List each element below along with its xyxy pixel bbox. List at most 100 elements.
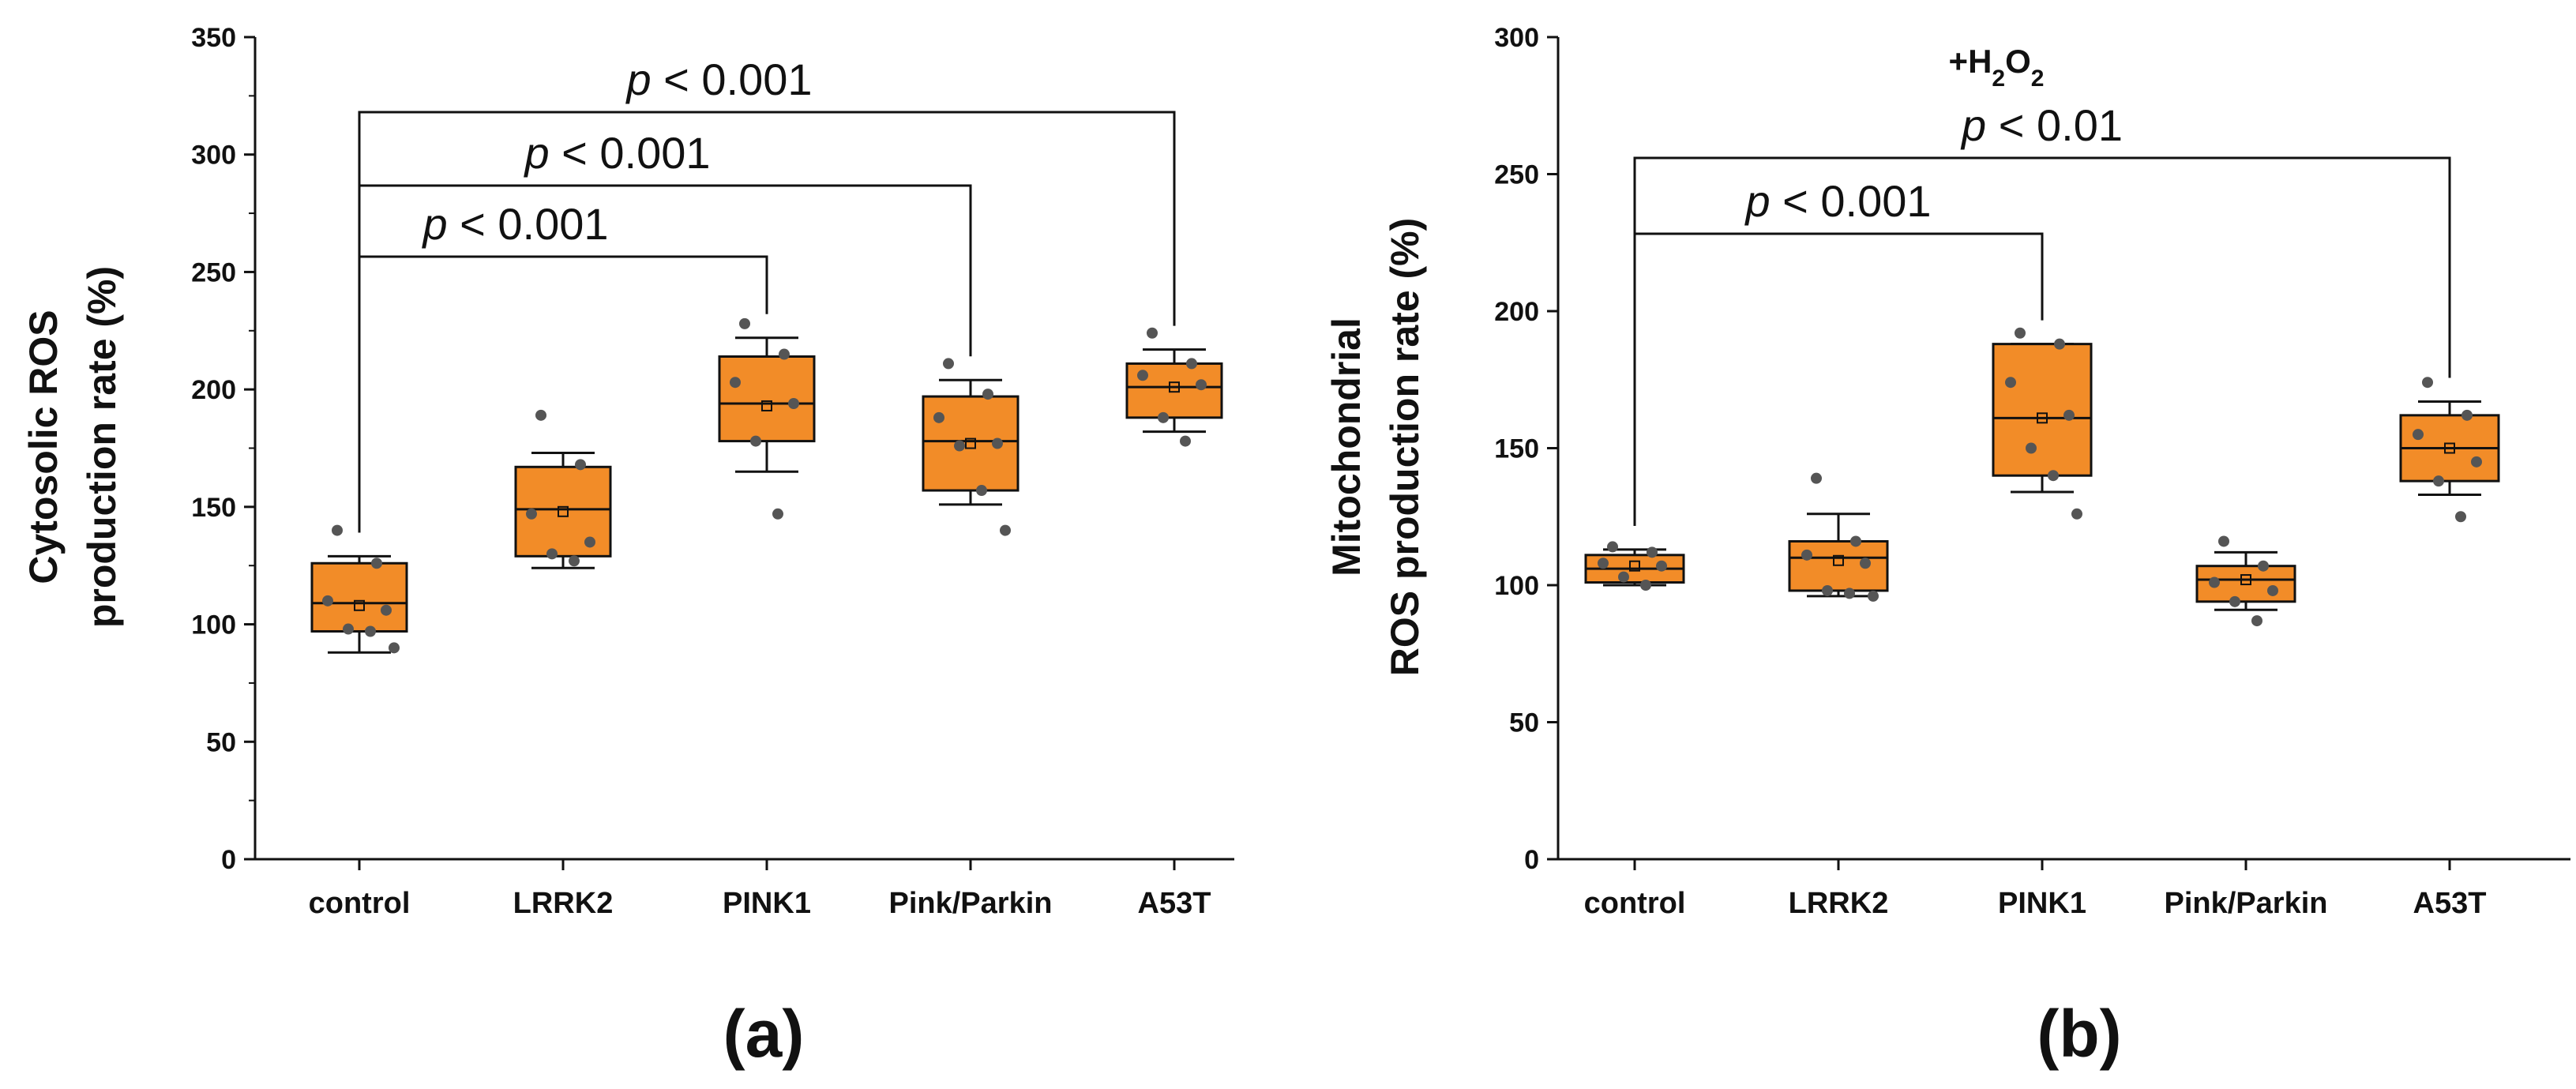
data-point bbox=[2422, 377, 2433, 389]
data-point bbox=[2015, 327, 2026, 339]
x-tick-label: PINK1 bbox=[723, 887, 811, 920]
box-group bbox=[1788, 472, 1889, 602]
data-point bbox=[788, 397, 799, 409]
bracket-line bbox=[1633, 156, 2451, 526]
y-tick-label: 350 bbox=[191, 23, 236, 53]
x-tick-label: Pink/Parkin bbox=[2165, 887, 2328, 920]
data-point bbox=[1180, 435, 1191, 447]
data-point bbox=[976, 485, 987, 497]
significance-bracket: p < 0.001 bbox=[358, 199, 768, 533]
box-group bbox=[1584, 541, 1685, 591]
x-tick-label: PINK1 bbox=[1998, 887, 2086, 920]
bracket-label-value: < 0.001 bbox=[1771, 176, 1932, 226]
data-point bbox=[750, 435, 761, 447]
bracket-label-p: p bbox=[1960, 100, 1986, 150]
data-point bbox=[1844, 588, 1855, 599]
x-tick-label: control bbox=[1584, 887, 1686, 920]
y-tick-label: 150 bbox=[1494, 434, 1539, 464]
data-point bbox=[772, 508, 783, 520]
y-tick-label: 150 bbox=[191, 493, 236, 523]
data-point bbox=[1000, 524, 1011, 536]
y-tick-label: 200 bbox=[191, 375, 236, 405]
box-group bbox=[922, 358, 1020, 536]
data-point bbox=[730, 377, 741, 389]
data-point bbox=[1656, 560, 1667, 572]
data-point bbox=[2258, 560, 2269, 572]
chart-panel-a: 0 50 100 150 200 250 300 350 control LRRK2 PINK1 Pi… bbox=[21, 23, 1234, 1071]
data-point bbox=[1801, 549, 1812, 561]
data-point bbox=[575, 459, 586, 471]
chart-panel-b: 0 50 100 150 200 250 300 control LRRK2 PINK1 Pink/… bbox=[1324, 23, 2570, 1071]
bracket-label: p < 0.01 bbox=[1960, 100, 2123, 150]
mean-marker bbox=[1169, 381, 1180, 393]
panel-a-label: (a) bbox=[723, 997, 805, 1071]
y-tick-label: 250 bbox=[191, 257, 236, 287]
box-group bbox=[718, 317, 816, 520]
data-point bbox=[2218, 535, 2229, 547]
data-point bbox=[1640, 580, 1651, 591]
x-tick-label: LRRK2 bbox=[513, 887, 614, 920]
data-point bbox=[2209, 576, 2220, 588]
data-point bbox=[1822, 584, 1833, 596]
bracket-label-value: < 0.01 bbox=[1986, 100, 2123, 150]
data-point bbox=[569, 555, 580, 567]
box-group bbox=[2195, 535, 2296, 627]
box bbox=[1992, 343, 2093, 477]
data-point bbox=[2005, 377, 2016, 389]
y-tick-label: 100 bbox=[191, 610, 236, 640]
bracket-label: p < 0.001 bbox=[421, 199, 608, 249]
y-tick-label: 0 bbox=[1524, 845, 1539, 875]
box-group bbox=[1992, 327, 2093, 520]
data-point bbox=[2433, 475, 2444, 487]
panel-a-ylabel-line2: production rate (%) bbox=[80, 266, 124, 628]
data-point bbox=[1607, 541, 1618, 553]
condition-subscript: 2 bbox=[1992, 66, 2005, 92]
data-point bbox=[954, 440, 965, 452]
bracket-label-value: < 0.001 bbox=[448, 199, 609, 249]
data-point bbox=[2267, 584, 2278, 596]
x-tick-label: Pink/Parkin bbox=[889, 887, 1053, 920]
data-point bbox=[389, 642, 400, 654]
data-point bbox=[779, 348, 790, 360]
significance-bracket: p < 0.01 bbox=[1633, 100, 2451, 526]
bracket-label-p: p bbox=[523, 128, 549, 178]
data-point bbox=[322, 595, 333, 606]
data-point bbox=[739, 317, 750, 329]
mean-marker bbox=[2444, 442, 2455, 454]
data-point bbox=[1598, 558, 1609, 569]
mean-marker bbox=[354, 599, 365, 611]
data-point bbox=[2461, 409, 2473, 421]
data-point bbox=[343, 623, 354, 635]
bracket-label: p < 0.001 bbox=[625, 54, 812, 104]
condition-subscript: 2 bbox=[2031, 66, 2045, 92]
mean-marker bbox=[761, 400, 772, 411]
y-tick-label: 200 bbox=[1494, 297, 1539, 327]
mean-marker bbox=[558, 505, 569, 517]
data-point bbox=[2048, 470, 2059, 482]
box bbox=[922, 395, 1020, 492]
data-point bbox=[982, 389, 993, 400]
bracket-label-value: < 0.001 bbox=[652, 54, 813, 104]
mean-marker bbox=[1833, 554, 1844, 566]
y-tick-label: 0 bbox=[221, 845, 236, 875]
significance-bracket: p < 0.001 bbox=[1633, 176, 2044, 526]
y-tick-label: 250 bbox=[1494, 160, 1539, 190]
bracket-line bbox=[358, 111, 1176, 533]
data-point bbox=[371, 558, 382, 569]
y-tick-label: 300 bbox=[1494, 23, 1539, 53]
bracket-label: p < 0.001 bbox=[1744, 176, 1931, 226]
data-point bbox=[1158, 411, 1169, 423]
x-tick-label: LRRK2 bbox=[1789, 887, 1889, 920]
data-point bbox=[546, 548, 558, 560]
y-tick-label: 100 bbox=[1494, 571, 1539, 601]
data-point bbox=[943, 358, 954, 370]
bracket-label: p < 0.001 bbox=[523, 128, 710, 178]
y-tick-label: 50 bbox=[1509, 708, 1539, 738]
box-group bbox=[1125, 327, 1223, 447]
data-point bbox=[933, 411, 944, 423]
bracket-label-p: p bbox=[421, 199, 447, 249]
data-point bbox=[2471, 456, 2482, 468]
data-point bbox=[2054, 338, 2065, 350]
data-point bbox=[1868, 590, 1879, 602]
